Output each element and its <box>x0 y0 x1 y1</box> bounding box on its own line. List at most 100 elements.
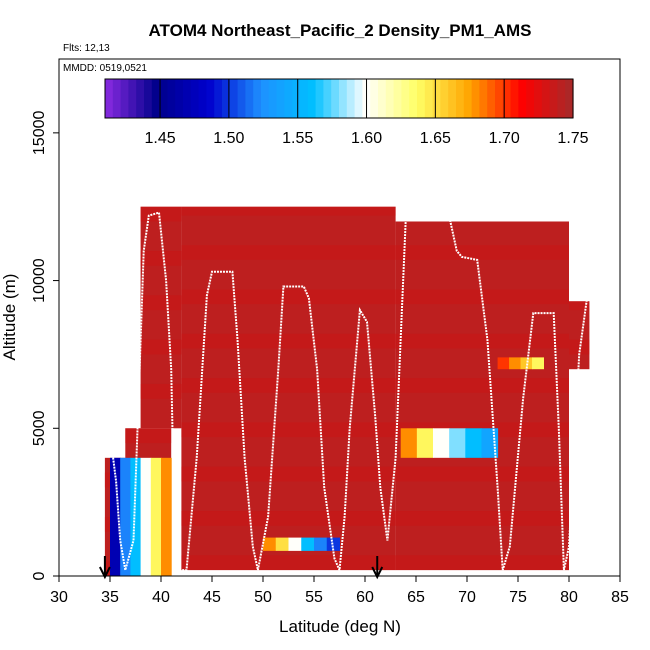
colorbar-tick-label: 1.70 <box>489 130 520 147</box>
density-cell <box>532 357 544 370</box>
colorbar-swatch <box>331 79 340 118</box>
colorbar-swatch <box>268 79 278 118</box>
colorbar-swatch <box>261 79 270 118</box>
colorbar-swatch <box>557 79 566 118</box>
density-band <box>140 206 182 222</box>
colorbar-swatch <box>198 79 207 118</box>
density-band <box>181 378 396 393</box>
chart-title: ATOM4 Northeast_Pacific_2 Density_PM1_AM… <box>149 21 532 40</box>
x-tick-label: 60 <box>356 589 374 606</box>
colorbar-swatch <box>565 79 574 118</box>
density-cell <box>130 457 142 576</box>
density-band <box>140 383 182 399</box>
y-axis-label: Altitude (m) <box>0 274 19 361</box>
colorbar-swatch <box>495 79 504 118</box>
density-band <box>140 251 182 266</box>
colorbar-swatch <box>479 79 488 118</box>
density-cell <box>161 457 172 576</box>
x-tick-label: 30 <box>50 589 68 606</box>
colorbar-swatch <box>214 79 223 118</box>
colorbar-swatch <box>144 79 153 118</box>
colorbar-swatch <box>393 79 402 118</box>
density-cell <box>416 428 434 458</box>
density-band <box>181 511 396 526</box>
colorbar-swatch <box>167 79 176 118</box>
density-cell <box>465 428 482 458</box>
x-tick-label: 85 <box>611 589 629 606</box>
density-cell <box>497 357 510 370</box>
y-tick-label: 0 <box>31 571 48 580</box>
density-band <box>181 555 396 571</box>
density-band <box>181 333 396 349</box>
density-band <box>569 301 590 311</box>
data-column <box>569 301 590 370</box>
flight-track <box>107 211 589 572</box>
colorbar-swatch <box>534 79 543 118</box>
flight-track-line <box>107 211 589 572</box>
density-cell <box>520 357 533 370</box>
density-cell <box>150 457 162 576</box>
colorbar-swatch <box>401 79 410 118</box>
colorbar-swatch <box>315 79 324 118</box>
density-band <box>395 511 569 526</box>
x-tick-label: 50 <box>254 589 272 606</box>
colorbar-swatch <box>136 79 145 118</box>
colorbar-swatch <box>518 79 527 118</box>
colorbar-swatch <box>175 79 184 118</box>
density-band <box>395 289 569 305</box>
colorbar-swatch <box>463 79 473 118</box>
x-tick-label: 65 <box>407 589 425 606</box>
arrows <box>99 556 384 580</box>
density-cell <box>509 357 522 370</box>
data-column <box>181 206 396 571</box>
colorbar-swatch <box>541 79 551 118</box>
colorbar-swatch <box>339 79 348 118</box>
colorbar-swatch <box>112 79 122 118</box>
density-cell <box>433 428 450 458</box>
dates-label: MMDD: 0519,0521 <box>63 63 147 74</box>
colorbar-swatch <box>245 79 254 118</box>
plot-area <box>104 206 590 576</box>
flights-label: Flts: 12,13 <box>63 43 110 54</box>
density-band <box>140 339 182 355</box>
arrow-head <box>371 566 384 580</box>
arrow-head <box>99 566 111 580</box>
density-cell <box>110 457 121 576</box>
density-cell <box>275 537 289 551</box>
colorbar-swatch <box>229 79 239 118</box>
colorbar-swatch <box>549 79 558 118</box>
colorbar-swatch <box>456 79 465 118</box>
density-cell <box>263 537 277 551</box>
x-axis: 30 35 40 45 50 55 60 65 70 75 80 85 <box>50 576 629 606</box>
colorbar-swatch <box>354 79 363 118</box>
density-band <box>395 245 569 260</box>
colorbar-swatch <box>292 79 301 118</box>
y-tick-label: 5000 <box>31 410 48 446</box>
colorbar-swatch <box>487 79 496 118</box>
colorbar-swatch <box>323 79 332 118</box>
colorbar-swatch <box>385 79 395 118</box>
colorbar-swatch <box>432 79 441 118</box>
colorbar-swatch <box>409 79 418 118</box>
y-tick-label: 10000 <box>31 258 48 303</box>
density-band <box>395 333 569 349</box>
density-cell <box>400 428 418 458</box>
colorbar-swatch <box>378 79 387 118</box>
density-band <box>395 555 569 571</box>
colorbar-swatch <box>417 79 426 118</box>
density-cell <box>140 457 152 576</box>
colorbar-swatch <box>471 79 480 118</box>
colorbar-swatch <box>424 79 434 118</box>
colorbar-swatch <box>206 79 215 118</box>
data-column <box>395 221 569 571</box>
colorbar-tick-label: 1.45 <box>144 130 175 147</box>
density-cell <box>120 457 131 576</box>
colorbar-swatch <box>128 79 137 118</box>
density-cell <box>288 537 302 551</box>
x-tick-label: 35 <box>101 589 119 606</box>
colorbar-swatch <box>307 79 317 118</box>
colorbar-swatch <box>222 79 231 118</box>
y-axis: 0 5000 10000 15000 <box>31 111 59 580</box>
density-cell <box>301 537 315 551</box>
colorbar-swatch <box>346 79 356 118</box>
